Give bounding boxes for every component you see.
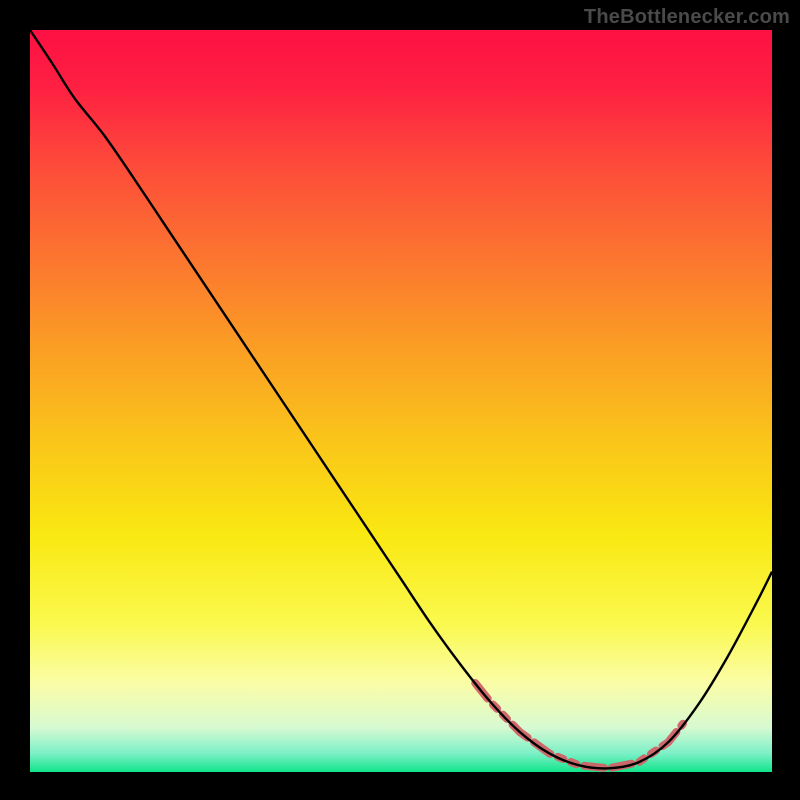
- plot-background: [30, 30, 772, 772]
- chart-canvas: TheBottlenecker.com: [0, 0, 800, 800]
- watermark-text: TheBottlenecker.com: [584, 6, 790, 29]
- bottleneck-chart: [0, 0, 800, 800]
